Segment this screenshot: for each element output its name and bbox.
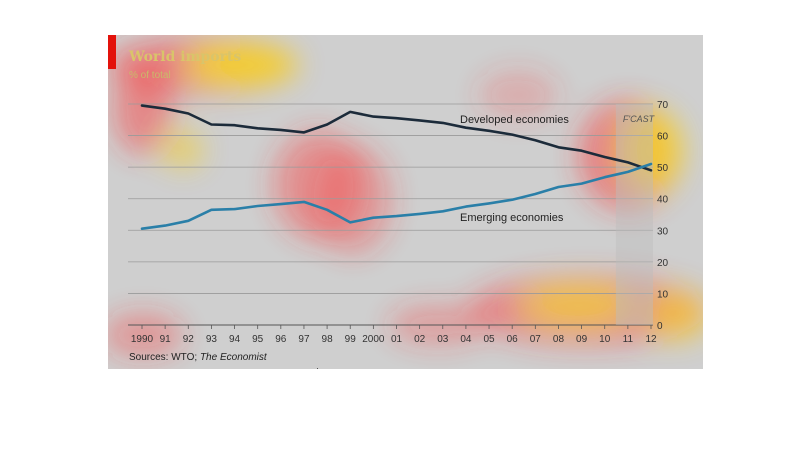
x-tick-label: 08: [553, 334, 565, 345]
x-tick-label: 07: [530, 334, 542, 345]
x-tick-label: 2000: [362, 334, 385, 345]
source-prefix: Sources: WTO;: [129, 352, 200, 363]
line-chart: World imports % of total F'CAST 01020304…: [108, 35, 669, 363]
stray-dot: [317, 368, 318, 369]
y-tick-label: 40: [657, 195, 669, 206]
x-tick-label: 03: [437, 334, 449, 345]
y-tick-label: 0: [657, 321, 663, 332]
x-tick-label: 04: [460, 334, 472, 345]
attention-heatmap-overlay: [108, 37, 703, 357]
x-tick-label: 91: [160, 334, 172, 345]
x-tick-label: 10: [599, 334, 611, 345]
x-tick-label: 06: [507, 334, 519, 345]
x-tick-label: 09: [576, 334, 588, 345]
x-tick-label: 98: [322, 334, 334, 345]
y-axis-ticks: 0 10 20 30 40 50 60 70: [657, 100, 669, 332]
x-axis-ticks: 1990 91 92 93 94 95 96 97 98 99 2000 01 02 03 04 05 06 07…: [131, 325, 657, 345]
source-publication: The Economist: [200, 352, 268, 363]
series-lines: [140, 104, 653, 230]
chart-figure: World imports % of total F'CAST 0 10 20 30 4…: [108, 35, 703, 369]
x-tick-label: 12: [645, 334, 657, 345]
x-tick-label: 93: [206, 334, 218, 345]
forecast-band: [615, 104, 653, 325]
x-tick-label: 97: [298, 334, 310, 345]
series-line-developed: [140, 104, 653, 172]
x-tick-label: 05: [483, 334, 495, 345]
x-tick-label: 01: [391, 334, 403, 345]
y-tick-label: 70: [657, 100, 669, 111]
forecast-label: F'CAST: [623, 114, 656, 124]
x-tick-label: 1990: [131, 334, 154, 345]
series-label-developed: Developed economies: [460, 114, 569, 126]
x-tick-label: 94: [229, 334, 241, 345]
gridlines: [128, 103, 653, 326]
accent-bar: [108, 35, 116, 69]
x-tick-label: 02: [414, 334, 426, 345]
x-tick-label: 99: [345, 334, 357, 345]
x-tick-label: 11: [623, 334, 634, 345]
chart-subtitle: % of total: [129, 70, 171, 81]
y-tick-label: 20: [657, 258, 669, 269]
y-tick-label: 30: [657, 226, 669, 237]
series-line-emerging: [140, 162, 653, 230]
x-tick-label: 95: [252, 334, 264, 345]
source-note: Sources: WTO; The Economist: [129, 352, 268, 363]
y-tick-label: 50: [657, 163, 669, 174]
x-tick-label: 96: [275, 334, 287, 345]
y-tick-label: 60: [657, 132, 669, 143]
chart-title: World imports: [128, 49, 241, 65]
series-label-emerging: Emerging economies: [460, 212, 564, 224]
x-tick-label: 92: [183, 334, 195, 345]
y-tick-label: 10: [657, 289, 669, 300]
